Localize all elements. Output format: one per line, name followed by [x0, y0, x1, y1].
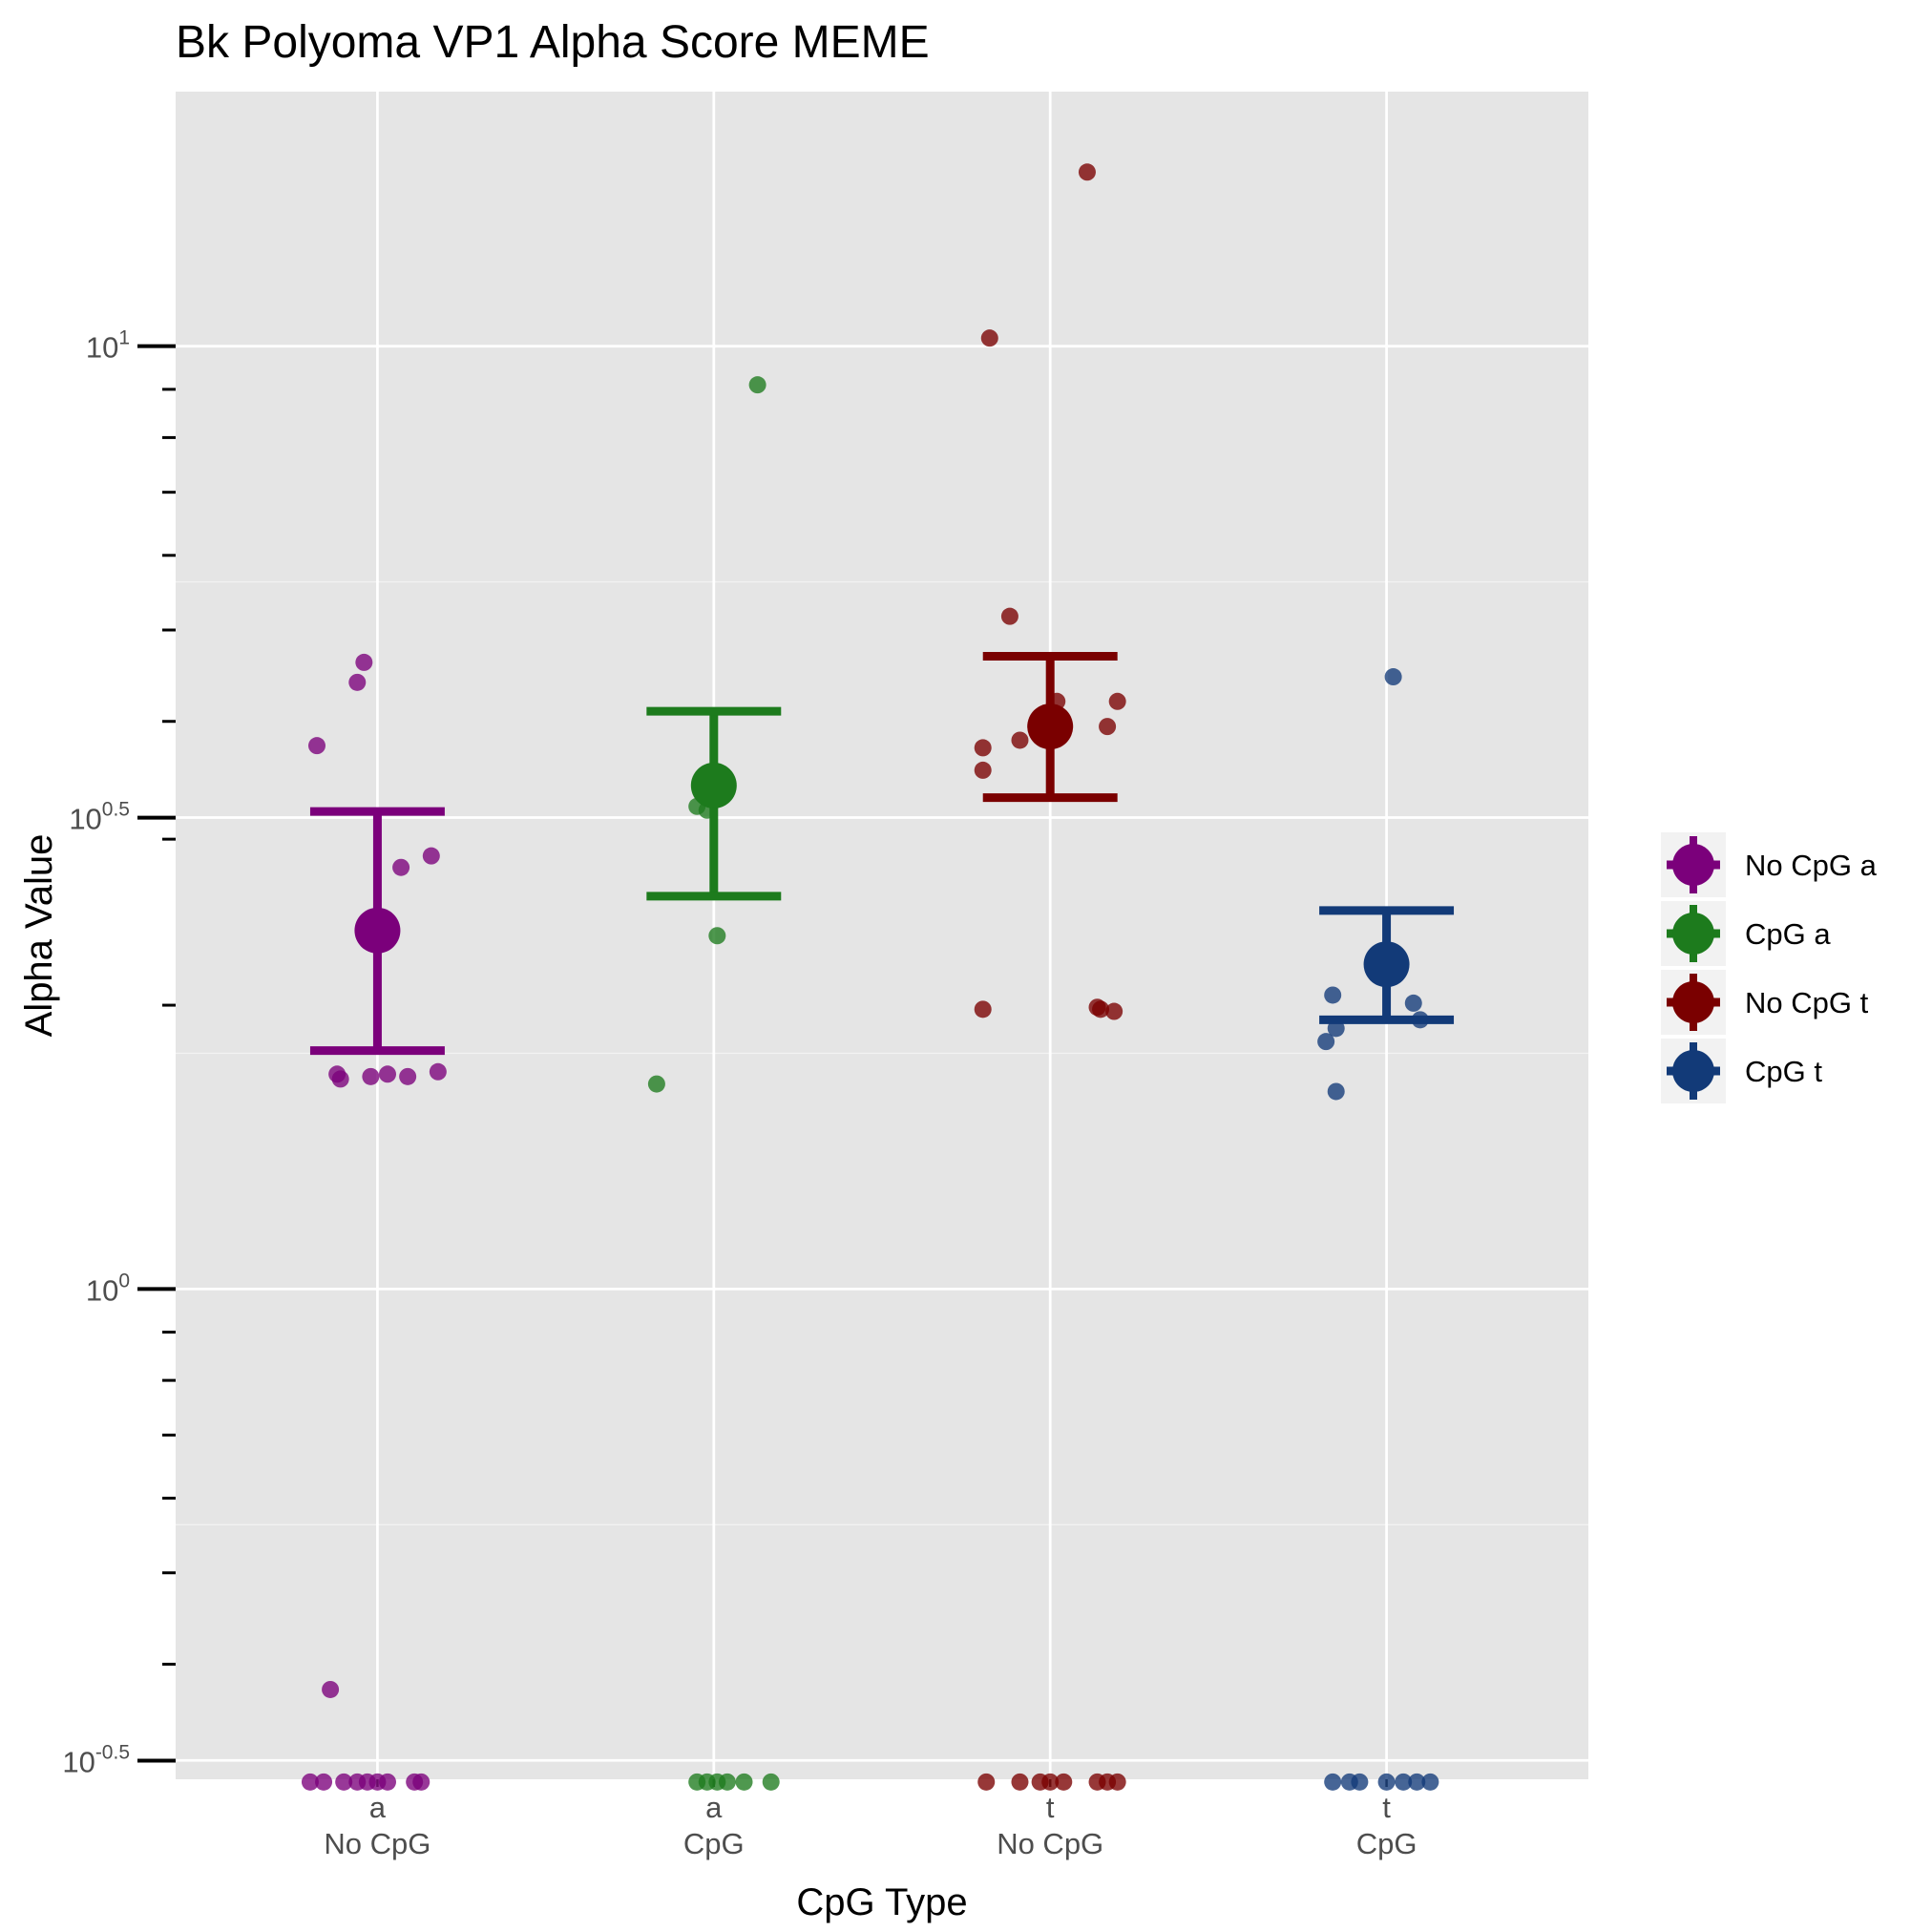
data-point [974, 761, 992, 779]
data-point [355, 653, 373, 671]
x-tick-label-line2: No CpG [997, 1827, 1103, 1860]
legend-key-dot [1672, 981, 1714, 1023]
data-point [315, 1773, 333, 1791]
data-point [335, 1773, 353, 1791]
data-point [348, 673, 367, 691]
data-point [1105, 1002, 1124, 1020]
x-tick-label-line1: t [1046, 1791, 1055, 1824]
data-point [1324, 1773, 1342, 1791]
y-tick-label: 101 [86, 327, 130, 365]
mean-point [354, 907, 401, 954]
data-point [974, 1000, 992, 1018]
data-point [379, 1773, 396, 1791]
data-point [308, 737, 326, 755]
data-point [1078, 163, 1096, 181]
data-point [1041, 1773, 1060, 1791]
data-point [422, 847, 440, 865]
data-points [301, 163, 1439, 1791]
legend-key-dot [1672, 1050, 1714, 1092]
mean-point [1027, 704, 1074, 750]
data-point [399, 1067, 417, 1085]
data-point [1404, 994, 1422, 1012]
mean-point [1363, 941, 1410, 988]
x-tick-label-line2: No CpG [324, 1827, 430, 1860]
data-point [1421, 1773, 1439, 1791]
legend: No CpG a CpG a No CpG t CpG t [1661, 832, 1878, 1103]
data-point [735, 1773, 753, 1791]
data-point [1108, 692, 1126, 710]
data-point [1092, 1000, 1110, 1018]
data-point [1351, 1773, 1369, 1791]
y-axis: 10-0.5 100 100.5 101 [62, 327, 176, 1779]
data-point [331, 1070, 349, 1088]
data-point [1317, 1033, 1335, 1051]
data-point [647, 1075, 665, 1093]
y-tick-label: 100.5 [69, 799, 130, 836]
legend-label: No CpG t [1745, 986, 1869, 1019]
legend-key-dot [1672, 913, 1714, 955]
data-point [1384, 668, 1402, 686]
legend-label: CpG t [1745, 1055, 1822, 1088]
y-axis-title: Alpha Value [18, 834, 60, 1038]
data-point [1000, 607, 1018, 625]
x-tick-label-line2: CpG [683, 1827, 745, 1860]
legend-key-dot [1672, 844, 1714, 886]
legend-label: No CpG a [1745, 849, 1878, 882]
x-axis-title: CpG Type [796, 1881, 967, 1923]
data-point [1055, 1773, 1073, 1791]
data-point [974, 739, 992, 757]
error-bars [309, 651, 1455, 1056]
data-point [977, 1773, 996, 1791]
x-tick-label-line1: a [705, 1791, 723, 1824]
y-tick-label: 10-0.5 [62, 1742, 130, 1779]
data-point [379, 1065, 396, 1083]
data-point [1408, 1773, 1426, 1791]
data-point [1108, 1773, 1126, 1791]
data-point [392, 858, 410, 876]
data-point [1377, 1773, 1396, 1791]
x-tick-label-line1: a [369, 1791, 387, 1824]
data-point [412, 1773, 430, 1791]
legend-label: CpG a [1745, 917, 1831, 951]
data-point [1327, 1082, 1345, 1101]
data-point [322, 1680, 340, 1698]
data-point [748, 376, 766, 394]
data-point [429, 1062, 447, 1081]
data-point [980, 329, 998, 347]
data-point [362, 1067, 380, 1085]
y-tick-label: 100 [86, 1270, 130, 1307]
data-point [762, 1773, 780, 1791]
chart-title: Bk Polyoma VP1 Alpha Score MEME [176, 17, 930, 68]
x-tick-label-line2: CpG [1356, 1827, 1418, 1860]
data-point [708, 927, 726, 945]
x-tick-label-line1: t [1382, 1791, 1391, 1824]
data-point [718, 1773, 736, 1791]
data-point [1011, 1773, 1029, 1791]
data-point [1395, 1773, 1413, 1791]
data-point [301, 1773, 319, 1791]
plot-panel [176, 92, 1588, 1779]
data-point [1099, 718, 1117, 736]
mean-point [690, 762, 737, 808]
data-point [1324, 986, 1342, 1004]
data-point [1011, 731, 1029, 749]
